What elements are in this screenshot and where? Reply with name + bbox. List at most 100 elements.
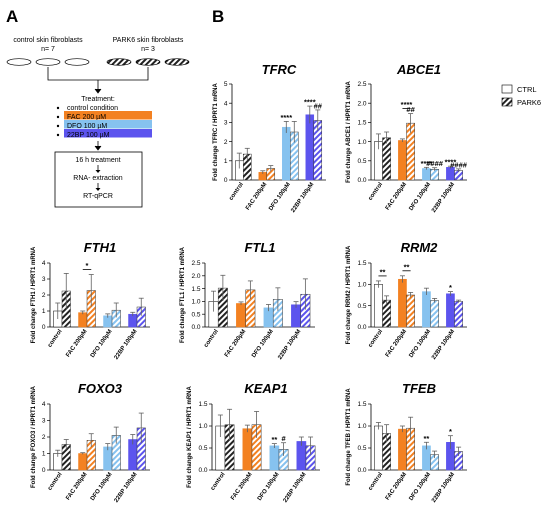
y-tick-label: 1.5: [357, 260, 366, 267]
y-tick-label: 0: [224, 177, 228, 184]
significance-label: ##: [314, 101, 323, 110]
y-tick-label: 1.5: [198, 401, 207, 408]
x-tick-label: FAC 200µM: [224, 329, 247, 359]
treatment-list: control condition FAC 200 µM DFO 100 µM 22B…: [56, 105, 152, 139]
treatment-to-steps-arrow: [94, 141, 102, 151]
significance-label: *: [449, 427, 452, 436]
significance-label: ****: [445, 158, 457, 167]
bar-park6: [454, 301, 463, 328]
x-tick-label: FAC 200µM: [385, 182, 408, 212]
significance-label: *: [449, 283, 452, 292]
x-tick-label: 22BP 100µM: [431, 182, 456, 214]
y-tick-label: 4: [224, 100, 228, 107]
treatment-label: FAC 200 µM: [67, 114, 106, 121]
legend-swatch: [501, 97, 513, 107]
y-tick-label: 0.0: [198, 467, 207, 474]
bar-park6: [430, 168, 439, 181]
x-tick-label: FAC 200µM: [230, 472, 253, 502]
chart-tfeb: TFEB 0.0 0.5 1.0 1.5 Fold change TFEB / HPRT1…: [346, 381, 467, 504]
y-tick-label: 0.0: [191, 324, 200, 331]
chart-title: TFEB: [402, 381, 436, 396]
y-tick-label: 1.5: [357, 401, 366, 408]
y-tick-label: 5: [224, 81, 228, 88]
bar-ctrl: [446, 293, 455, 328]
y-tick-label: 1.0: [357, 282, 366, 289]
bar-ctrl: [236, 303, 246, 328]
culture-dish: [106, 58, 132, 66]
panel-a-letter: A: [6, 7, 18, 26]
y-tick-label: 2: [224, 139, 228, 146]
culture-dish: [6, 58, 32, 66]
x-tick-label: DFO 100µM: [257, 472, 281, 502]
park6-group-n: n= 3: [141, 46, 155, 53]
treatment-swatch: [64, 120, 152, 129]
y-tick-label: 2: [42, 292, 46, 299]
control-group-title: control skin fibroblasts: [13, 37, 83, 44]
y-axis-label: Fold change RRM2 / HPRT1 mRNA: [346, 245, 352, 344]
bar-ctrl: [422, 168, 431, 181]
x-tick-label: 22BP 100µM: [277, 329, 302, 361]
y-tick-label: 1.5: [357, 120, 366, 127]
bullet-icon: [56, 106, 60, 110]
x-tick-label: 22BP 100µM: [114, 329, 139, 361]
treatment-title: Treatment:: [81, 96, 115, 103]
x-tick-label: control: [47, 328, 64, 348]
bullet-icon: [56, 133, 60, 137]
bar-ctrl: [398, 428, 407, 471]
x-tick-label: FAC 200µM: [385, 329, 408, 359]
bar-ctrl: [422, 445, 431, 471]
x-tick-label: FAC 200µM: [65, 472, 88, 502]
bar-ctrl: [103, 446, 113, 471]
chart-tfrc: TFRC 0 1 2 3 4 5 Fold change TFRC / HPRT1 mRNA c…: [213, 62, 326, 214]
treatment-label: 22BP 100 µM: [67, 132, 110, 139]
significance-label: **: [424, 434, 430, 443]
significance-label: **: [271, 435, 277, 444]
bar-ctrl: [374, 425, 383, 471]
x-tick-label: control: [47, 471, 64, 491]
significance-label: ####: [450, 160, 468, 169]
y-tick-label: 0.5: [191, 311, 200, 318]
bar-ctrl: [305, 114, 315, 181]
chart-keap1: KEAP1 0.0 0.5 1.0 1.5 Fold change KEAP1 / HPR…: [187, 381, 320, 504]
y-tick-label: 1.5: [191, 286, 200, 293]
x-tick-label: DFO 100µM: [408, 472, 432, 502]
bar-ctrl: [291, 304, 301, 328]
significance-label: #: [281, 434, 286, 443]
x-tick-label: 22BP 100µM: [431, 329, 456, 361]
bar-ctrl: [374, 284, 383, 328]
bar-park6: [430, 300, 439, 328]
x-tick-label: control: [210, 471, 227, 491]
bracket-label: **: [404, 262, 410, 271]
bar-ctrl: [398, 278, 407, 328]
x-tick-label: FAC 200µM: [65, 329, 88, 359]
bracket-label: ****: [401, 100, 413, 109]
significance-label: ****: [280, 113, 292, 122]
y-tick-label: 1: [42, 451, 46, 458]
chart-title: FTH1: [84, 240, 117, 255]
panel-b-letter: B: [212, 7, 224, 26]
merge-arrows: [47, 67, 149, 94]
y-tick-label: 0.0: [357, 467, 366, 474]
chart-title: FTL1: [244, 240, 275, 255]
x-tick-label: FAC 200µM: [385, 472, 408, 502]
x-tick-label: DFO 100µM: [408, 182, 432, 212]
treatment-label: DFO 100 µM: [67, 123, 107, 130]
workflow-steps: 16 h treatment RNA- extraction RT-qPCR: [73, 157, 123, 200]
y-tick-label: 2.0: [357, 100, 366, 107]
culture-dishes: [6, 58, 190, 66]
bar-ctrl: [242, 428, 253, 471]
bar-ctrl: [282, 126, 291, 181]
legend-swatch: [501, 84, 513, 94]
culture-dish: [164, 58, 190, 66]
y-tick-label: 1: [42, 308, 46, 315]
bar-ctrl: [422, 291, 431, 328]
bracket-label: *: [86, 261, 89, 270]
culture-dish: [64, 58, 90, 66]
chart-abce1: ABCE1 0.0 0.5 1.0 1.5 2.0 2.5 Fold change ABCE1…: [346, 62, 468, 214]
x-tick-label: DFO 100µM: [251, 329, 275, 359]
bullet-icon: [56, 124, 60, 128]
y-tick-label: 0: [42, 324, 46, 331]
y-tick-label: 2: [42, 434, 46, 441]
x-tick-label: control: [368, 328, 385, 348]
y-tick-label: 1: [224, 158, 228, 165]
